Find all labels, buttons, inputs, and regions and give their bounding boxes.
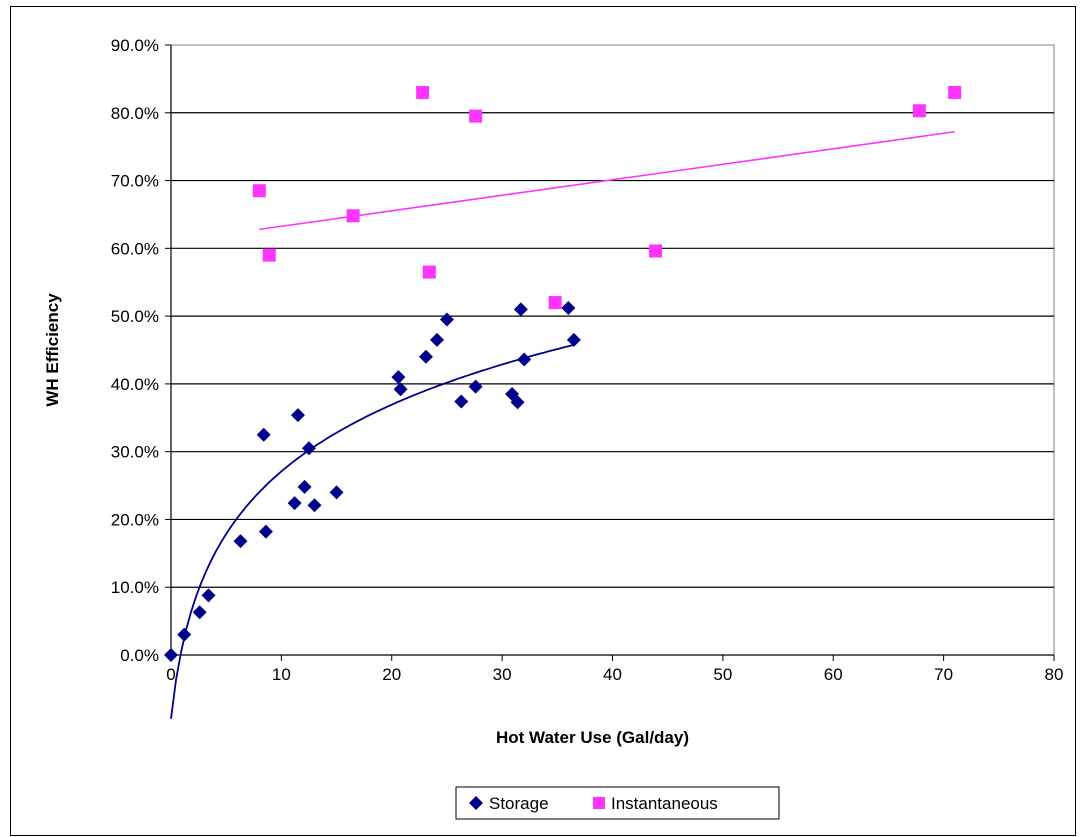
- instantaneous-point: [948, 85, 962, 99]
- storage-point: [287, 496, 302, 511]
- trendline-storage: [170, 344, 575, 719]
- plot-area: [170, 44, 1055, 656]
- x-tick-label: 10: [272, 665, 291, 684]
- instantaneous-point: [262, 248, 276, 262]
- y-tick-label: 90.0%: [111, 36, 159, 55]
- storage-point: [513, 302, 528, 317]
- storage-point: [297, 479, 312, 494]
- storage-point: [439, 312, 454, 327]
- x-tick-label: 0: [166, 665, 175, 684]
- storage-point: [418, 349, 433, 364]
- storage-point: [561, 300, 576, 315]
- y-tick-label: 40.0%: [111, 375, 159, 394]
- y-tick-label: 0.0%: [120, 646, 159, 665]
- x-tick-label: 20: [382, 665, 401, 684]
- y-tick-label: 20.0%: [111, 510, 159, 529]
- instantaneous-point: [649, 244, 663, 258]
- storage-point: [164, 648, 178, 662]
- x-tick-label: 40: [603, 665, 622, 684]
- chart-frame: 0.0% 10.0% 20.0% 30.0% 40.0% 50.0% 60.0% 70.0% 8…: [10, 6, 1076, 836]
- storage-point: [301, 441, 316, 456]
- scatter-chart: 0.0% 10.0% 20.0% 30.0% 40.0% 50.0% 60.0% 70.0% 8…: [43, 36, 1064, 820]
- instantaneous-point: [469, 109, 483, 123]
- y-tick-label: 70.0%: [111, 172, 159, 191]
- legend: Storage Instantaneous: [455, 786, 780, 820]
- storage-point: [192, 605, 207, 620]
- x-axis-title: Hot Water Use (Gal/day): [496, 728, 689, 747]
- storage-point: [256, 427, 271, 442]
- y-tick-label: 80.0%: [111, 104, 159, 123]
- legend-marker-storage: [469, 796, 483, 810]
- x-tick-label: 60: [824, 665, 843, 684]
- instantaneous-point: [912, 104, 926, 118]
- x-tick-label: 80: [1045, 665, 1064, 684]
- storage-point: [201, 588, 216, 603]
- x-tick-label: 70: [934, 665, 953, 684]
- legend-box: [455, 786, 780, 820]
- legend-label-instantaneous: Instantaneous: [611, 794, 718, 813]
- instantaneous-point: [346, 209, 360, 223]
- storage-point: [233, 534, 248, 549]
- y-tick-label: 60.0%: [111, 239, 159, 258]
- instantaneous-point: [252, 184, 266, 198]
- storage-point: [566, 332, 581, 347]
- y-tick-label: 50.0%: [111, 307, 159, 326]
- y-tick-label: 10.0%: [111, 578, 159, 597]
- legend-marker-instantaneous: [593, 797, 605, 809]
- x-tick-label: 50: [713, 665, 732, 684]
- instantaneous-point: [548, 296, 562, 310]
- storage-point: [517, 352, 532, 367]
- storage-point: [468, 379, 483, 394]
- storage-point: [258, 524, 273, 539]
- y-tick-label: 30.0%: [111, 443, 159, 462]
- instantaneous-point: [416, 85, 430, 99]
- storage-point: [454, 394, 469, 409]
- storage-point: [307, 498, 322, 513]
- storage-point: [290, 408, 305, 423]
- storage-point: [430, 332, 445, 347]
- trendline-instantaneous: [259, 130, 955, 231]
- storage-point: [177, 627, 192, 642]
- instantaneous-point: [422, 265, 436, 279]
- storage-point: [391, 370, 406, 385]
- storage-point: [393, 382, 408, 397]
- storage-point: [510, 395, 525, 410]
- legend-label-storage: Storage: [489, 794, 549, 813]
- storage-point: [329, 485, 344, 500]
- y-axis-title: WH Efficiency: [43, 293, 62, 407]
- x-tick-label: 30: [493, 665, 512, 684]
